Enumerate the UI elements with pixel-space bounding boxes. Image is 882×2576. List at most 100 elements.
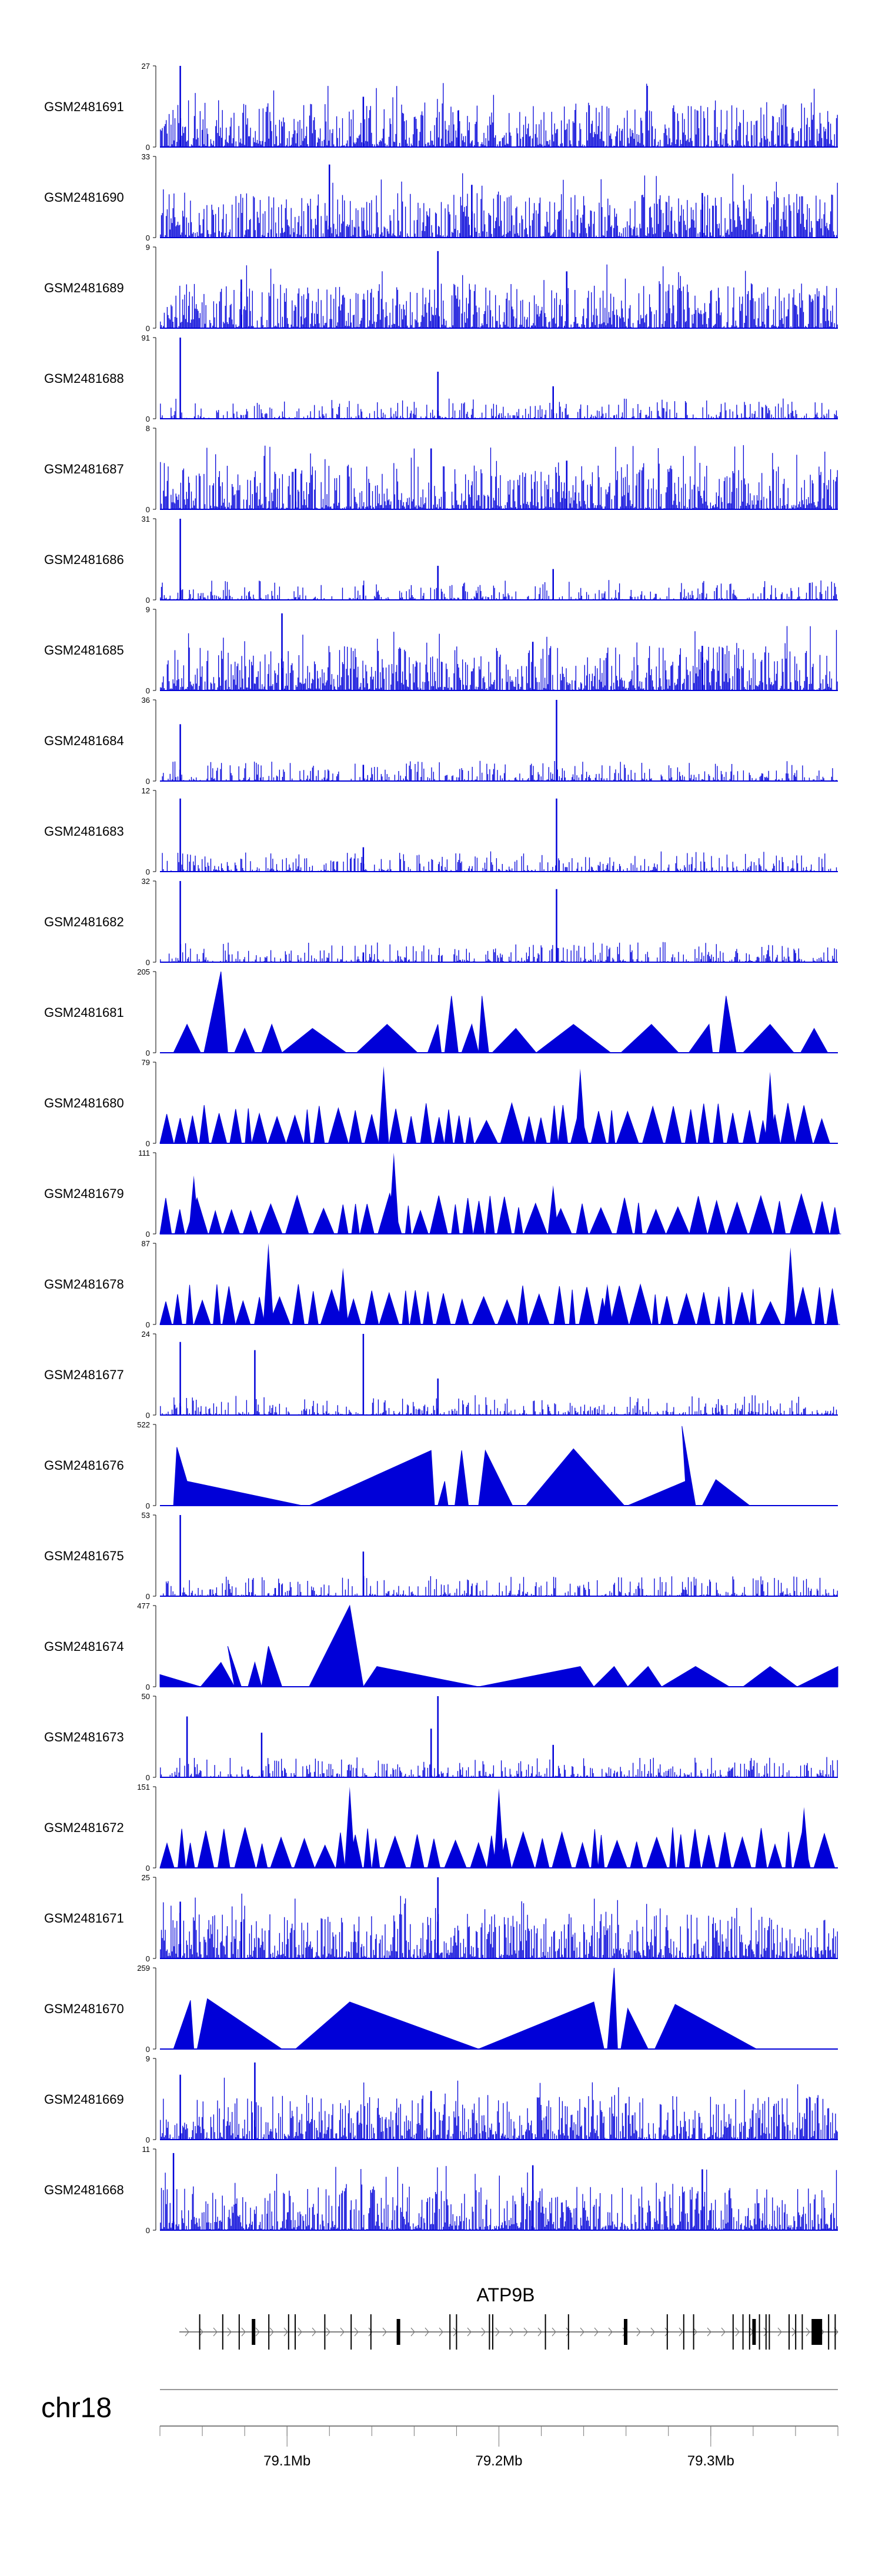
exon: [811, 2319, 823, 2345]
exon: [199, 2314, 201, 2350]
strand-arrow: [537, 2327, 542, 2337]
track-GSM2481680: GSM2481680 79 0: [44, 1058, 838, 1148]
peak: [378, 1066, 389, 1143]
strand-arrow: [481, 2327, 486, 2337]
x-axis: 79.1Mb 79.2Mb 79.3Mb: [159, 2425, 838, 2469]
exon: [769, 2314, 770, 2350]
y-max-label: 477: [137, 1601, 150, 1610]
coverage-signal: [173, 1426, 751, 1506]
strand-arrow: [298, 2327, 302, 2337]
exon: [252, 2319, 256, 2345]
y-min-label: 0: [146, 958, 150, 967]
exon: [801, 2314, 803, 2350]
strand-arrow: [255, 2327, 260, 2337]
exon: [492, 2314, 493, 2350]
exon: [544, 2314, 546, 2350]
strand-arrow: [410, 2327, 415, 2337]
track-GSM2481681: GSM2481681 205 0: [44, 967, 838, 1057]
strand-arrow: [806, 2327, 810, 2337]
strand-arrow: [664, 2327, 669, 2337]
track-GSM2481676: GSM2481676 522 0: [44, 1420, 838, 1510]
coverage-signal: [159, 1604, 838, 1688]
y-max-label: 12: [142, 786, 150, 795]
track-GSM2481673: GSM2481673 50 0: [44, 1692, 838, 1782]
track-label: GSM2481675: [44, 1549, 124, 1563]
track-label: GSM2481679: [44, 1186, 124, 1201]
ideogram: chr18: [41, 2389, 838, 2424]
strand-arrow: [326, 2327, 330, 2337]
coverage-signal: [159, 1192, 841, 1234]
y-max-label: 205: [137, 967, 150, 976]
exon: [489, 2314, 490, 2350]
gene-label: ATP9B: [477, 2284, 535, 2305]
track-label: GSM2481674: [44, 1639, 124, 1654]
strand-arrow: [650, 2327, 655, 2337]
y-min-label: 0: [146, 233, 150, 242]
x-tick-label: 79.1Mb: [263, 2453, 310, 2469]
track-label: GSM2481676: [44, 1458, 124, 1473]
track-label: GSM2481677: [44, 1367, 124, 1382]
y-min-label: 0: [146, 867, 150, 876]
y-max-label: 50: [142, 1692, 150, 1701]
strand-arrow: [340, 2327, 345, 2337]
track-GSM2481689: GSM2481689 9 0: [44, 243, 838, 333]
track-label: GSM2481678: [44, 1277, 124, 1292]
y-min-label: 0: [146, 1954, 150, 1963]
y-min-label: 0: [146, 1773, 150, 1782]
y-max-label: 53: [142, 1511, 150, 1520]
y-min-label: 0: [146, 2045, 150, 2054]
y-max-label: 111: [138, 1149, 150, 1157]
gene-track: ATP9B: [179, 2284, 838, 2350]
coverage-signal: [160, 580, 837, 600]
y-max-label: 31: [142, 515, 150, 523]
exon: [268, 2314, 270, 2350]
strand-arrow: [354, 2327, 359, 2337]
exon: [350, 2314, 352, 2350]
peak: [388, 1153, 399, 1234]
coverage-signal: [173, 971, 828, 1053]
y-max-label: 25: [142, 1873, 150, 1882]
coverage-signal: [160, 1576, 838, 1596]
track-GSM2481688: GSM2481688 91 0: [44, 333, 838, 423]
exon: [396, 2319, 400, 2345]
y-max-label: 259: [137, 1964, 150, 1973]
exon: [765, 2314, 767, 2350]
coverage-signal: [159, 1102, 834, 1144]
y-max-label: 79: [142, 1058, 150, 1067]
track-label: GSM2481672: [44, 1820, 124, 1835]
exon: [624, 2319, 627, 2345]
coverage-signal: [160, 1395, 838, 1415]
strand-arrow: [552, 2327, 556, 2337]
strand-arrow: [269, 2327, 274, 2337]
exon: [759, 2314, 760, 2350]
track-label: GSM2481685: [44, 643, 124, 658]
track-GSM2481669: GSM2481669 9 0: [44, 2054, 838, 2144]
track-GSM2481682: GSM2481682 32 0: [44, 877, 838, 967]
y-min-label: 0: [146, 1683, 150, 1691]
y-min-label: 0: [146, 1501, 150, 1510]
y-min-label: 0: [146, 1592, 150, 1601]
track-label: GSM2481668: [44, 2183, 124, 2197]
track-GSM2481690: GSM2481690 33 0: [44, 152, 838, 242]
y-max-label: 151: [137, 1783, 150, 1791]
y-min-label: 0: [146, 1049, 150, 1057]
y-min-label: 0: [146, 143, 150, 152]
track-GSM2481684: GSM2481684 36 0: [44, 696, 838, 786]
strand-arrow: [636, 2327, 641, 2337]
y-max-label: 36: [142, 696, 150, 705]
exon: [693, 2314, 694, 2350]
exon: [456, 2314, 457, 2350]
y-min-label: 0: [146, 1139, 150, 1148]
track-label: GSM2481684: [44, 733, 124, 748]
coverage-signal: [160, 173, 838, 238]
track-label: GSM2481688: [44, 371, 124, 386]
track-GSM2481687: GSM2481687 8 0: [44, 424, 838, 514]
strand-arrow: [763, 2327, 768, 2337]
exon: [834, 2314, 836, 2350]
track-GSM2481678: GSM2481678 87 0: [44, 1239, 840, 1329]
track-label: GSM2481686: [44, 552, 124, 567]
peak: [602, 1284, 613, 1324]
peak: [188, 1175, 199, 1234]
coverage-signal: [159, 1827, 837, 1868]
